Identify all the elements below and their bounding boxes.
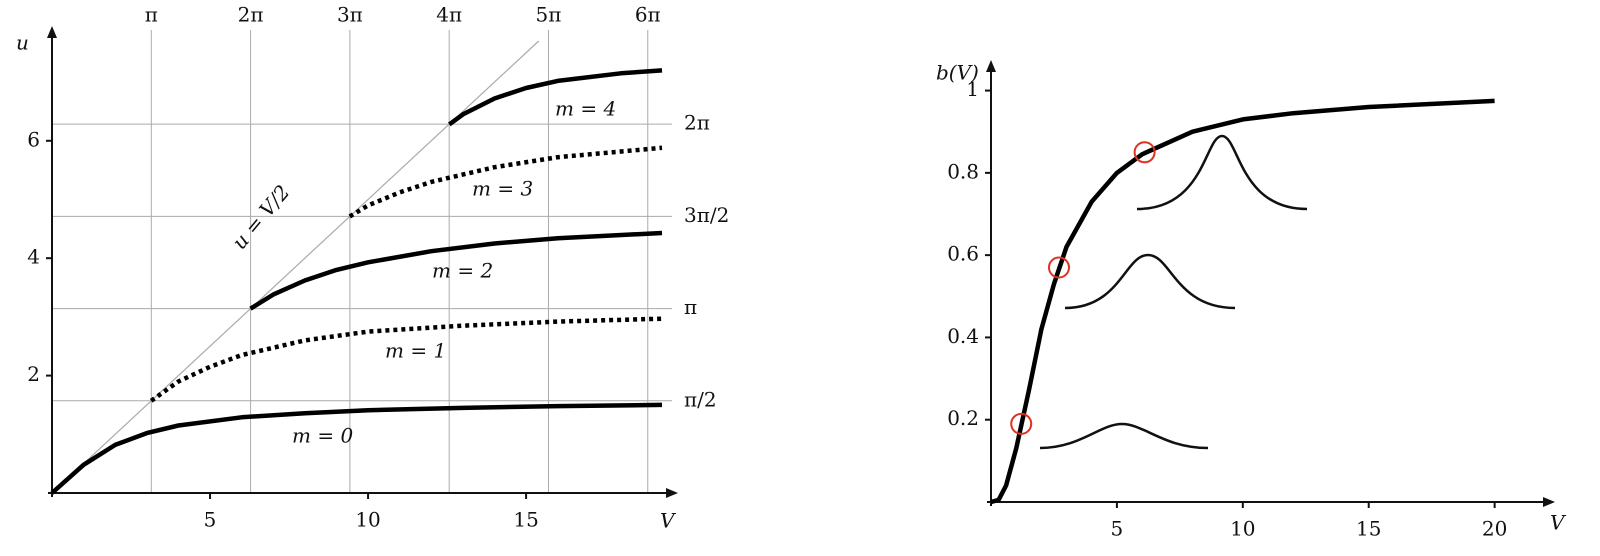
y-tick-label: 6 (27, 127, 40, 151)
chart: 5 10 15 20 0.2 0.4 0.6 0.8 1 Vb(V) (936, 60, 1567, 541)
marker (1133, 141, 1156, 164)
y-tick-label: 2 (27, 362, 40, 386)
top-tick-label: 2π (238, 3, 264, 27)
annotation: m = 4 (555, 97, 616, 121)
y-axis-arrow (986, 60, 996, 72)
x-tick-label: 5 (1111, 517, 1124, 541)
marker (1010, 412, 1033, 435)
x-axis-arrow (1543, 497, 1555, 507)
y-tick-label: 4 (27, 245, 40, 269)
x-axis-label: V (1550, 511, 1567, 535)
line (348, 145, 663, 219)
line (50, 402, 663, 495)
top-tick-label: 5π (536, 3, 562, 27)
mode-profile (1064, 253, 1236, 310)
line (990, 98, 1495, 505)
marker (1047, 256, 1070, 279)
x-tick-label: 20 (1482, 517, 1507, 541)
mode-profile (1039, 422, 1209, 450)
top-tick-label: 3π (337, 3, 363, 27)
right-tick-label: 2π (684, 111, 710, 135)
y-tick-label: 1 (966, 77, 979, 101)
y-tick-label: 0.6 (947, 242, 979, 266)
x-tick-label: 15 (513, 508, 538, 532)
line (249, 230, 663, 311)
y-axis-label: u (16, 31, 29, 55)
x-axis-label: V (660, 509, 677, 533)
x-tick-label: 5 (204, 508, 217, 532)
x-tick-label: 10 (1230, 517, 1255, 541)
chart: π 2π 3π 4π 5π 6π π/2 π 3π/2 2π 5 10 15 2 4 6 Vu u = V/2 m … (16, 3, 729, 533)
y-axis-label: b(V) (936, 61, 979, 85)
y-tick-label: 0.8 (947, 159, 979, 183)
top-tick-label: π (145, 3, 158, 27)
top-tick-label: 4π (436, 3, 462, 27)
mode-profiles (1039, 134, 1308, 450)
annotation: u = V/2 (227, 180, 294, 254)
x-axis-arrow (666, 488, 678, 498)
x-tick-label: 15 (1356, 517, 1381, 541)
line (447, 68, 663, 127)
right-tick-label: 3π/2 (684, 203, 729, 227)
annotation: m = 3 (472, 177, 533, 201)
right-tick-label: π/2 (684, 387, 717, 411)
annotation: m = 1 (385, 339, 446, 363)
annotation: m = 0 (292, 424, 353, 448)
x-tick-label: 10 (355, 508, 380, 532)
right-tick-label: π (684, 295, 697, 319)
y-axis-arrow (47, 26, 57, 38)
top-tick-label: 6π (635, 3, 661, 27)
y-tick-label: 0.2 (947, 406, 979, 430)
mode-profile (1136, 134, 1308, 211)
y-tick-label: 0.4 (947, 324, 979, 348)
annotation: m = 2 (432, 259, 493, 283)
